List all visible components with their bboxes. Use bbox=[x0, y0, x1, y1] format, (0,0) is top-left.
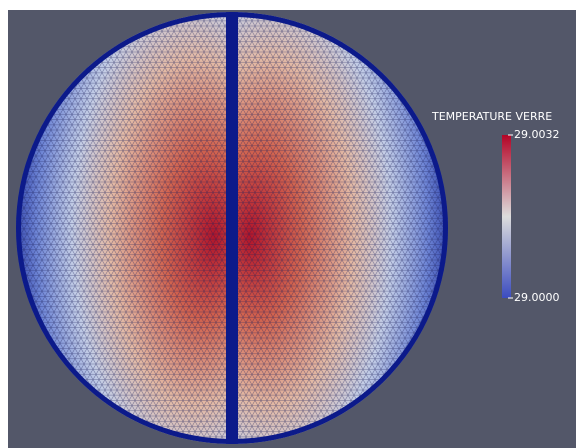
colorbar bbox=[502, 135, 511, 298]
colorbar-ticks: 29.0032 29.0000 bbox=[508, 128, 560, 304]
mesh-disk bbox=[16, 12, 448, 444]
colorbar-title: TEMPERATURE VERRE bbox=[431, 110, 552, 123]
colorbar-tick-label: 29.0000 bbox=[514, 291, 560, 304]
colorbar-tick-label: 29.0032 bbox=[514, 128, 560, 141]
